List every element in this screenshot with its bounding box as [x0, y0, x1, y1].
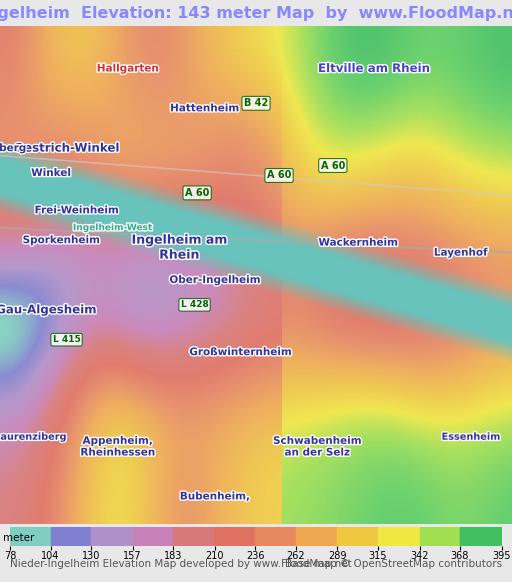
Text: A 60: A 60 [185, 188, 209, 198]
Bar [133, 527, 173, 546]
Bar [378, 527, 419, 546]
Text: Layenhof: Layenhof [434, 247, 488, 258]
Text: A 60: A 60 [321, 161, 345, 171]
Text: Base map © OpenStreetMap contributors: Base map © OpenStreetMap contributors [285, 559, 502, 569]
Text: Essenheim: Essenheim [442, 432, 500, 442]
Text: meter: meter [3, 533, 34, 544]
Bar [10, 527, 51, 546]
Text: Laurenziberg: Laurenziberg [0, 432, 67, 442]
Bar [460, 527, 502, 546]
Bar [215, 527, 255, 546]
Bar [51, 527, 91, 546]
Text: L 415: L 415 [53, 335, 80, 344]
Text: Nieder-Ingelheim Elevation Map developed by www.FloodMap.net: Nieder-Ingelheim Elevation Map developed… [10, 559, 352, 569]
Text: Frei-Weinheim: Frei-Weinheim [35, 205, 119, 215]
Text: Wackernheim: Wackernheim [318, 237, 398, 248]
Text: Ingelheim-West: Ingelheim-West [73, 223, 153, 232]
Text: berg: berg [0, 143, 27, 153]
Text: Hallgarten: Hallgarten [97, 63, 159, 73]
Text: Winkel: Winkel [31, 168, 71, 178]
Text: Sporkenheim: Sporkenheim [23, 235, 100, 245]
Bar [255, 527, 295, 546]
Bar [91, 527, 133, 546]
Bar [295, 527, 337, 546]
Bar [173, 527, 215, 546]
Text: B 42: B 42 [244, 98, 268, 108]
Text: Großwinternheim: Großwinternheim [189, 347, 292, 357]
Text: Ober-Ingelheim: Ober-Ingelheim [169, 275, 261, 285]
Text: Ingelheim am
Rhein: Ingelheim am Rhein [132, 233, 227, 262]
Text: Bubenheim,: Bubenheim, [180, 491, 250, 502]
Bar [419, 527, 460, 546]
Bar [460, 527, 502, 546]
Text: Gau-Algesheim: Gau-Algesheim [0, 303, 96, 317]
Text: Eltville am Rhein: Eltville am Rhein [318, 62, 430, 75]
Text: A 60: A 60 [267, 171, 291, 180]
Text: Nieder-Ingelheim  Elevation: 143 meter Map  by  www.FloodMap.net  (beta): Nieder-Ingelheim Elevation: 143 meter Ma… [0, 6, 512, 20]
Text: Schwabenheim
an der Selz: Schwabenheim an der Selz [273, 436, 362, 457]
Text: Appenheim,
Rheinhessen: Appenheim, Rheinhessen [80, 436, 155, 457]
Text: Oestrich-Winkel: Oestrich-Winkel [14, 141, 119, 155]
Bar [337, 527, 378, 546]
Text: Hattenheim: Hattenheim [170, 103, 240, 113]
Text: L 428: L 428 [181, 300, 208, 310]
